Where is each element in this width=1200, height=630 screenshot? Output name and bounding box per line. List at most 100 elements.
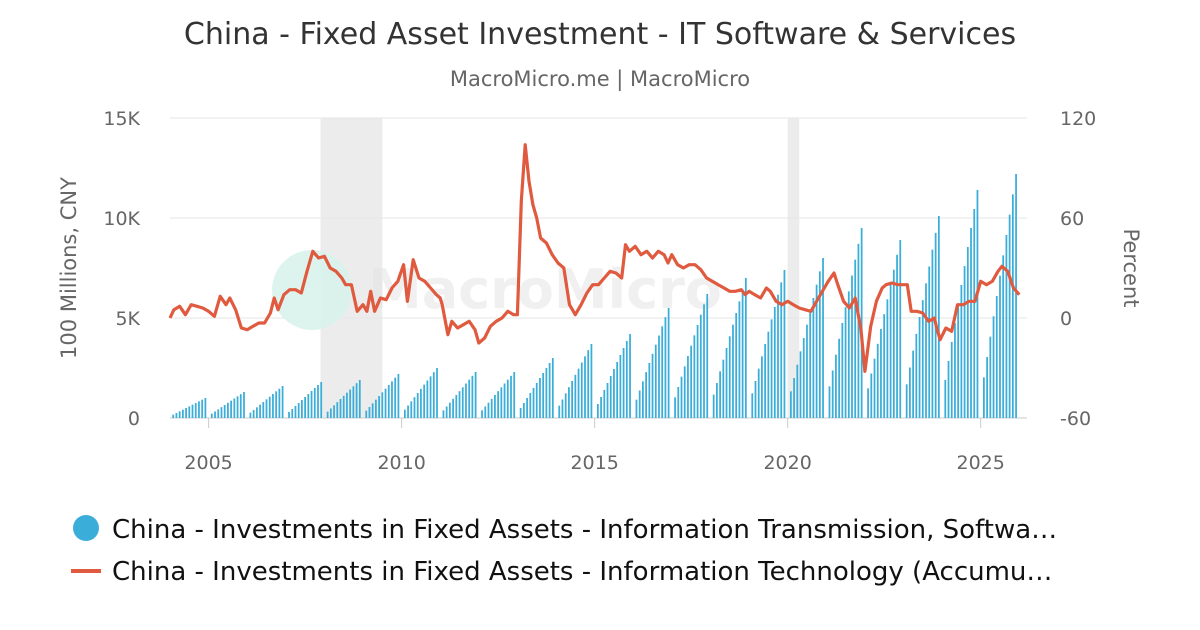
bar [648,363,651,418]
legend-item-line[interactable]: China - Investments in Fixed Assets - In… [112,557,1052,587]
bar [275,391,278,418]
bar [722,359,725,418]
bar [761,356,763,418]
bar [674,397,676,418]
bar [201,399,204,418]
bar [465,383,467,418]
bar [391,381,393,418]
bar [944,380,947,418]
bar [622,348,625,418]
bar [658,335,660,418]
bar [896,254,898,418]
bar [577,368,580,418]
line-series [168,143,1021,373]
bar [860,228,863,418]
left-tick-label: 10K [103,208,140,230]
bar [426,380,429,418]
bar-series [172,174,1017,418]
bar [664,317,667,418]
bar [378,396,380,418]
bar [420,388,422,418]
bar [715,383,718,418]
right-tick-label: 60 [1060,208,1084,230]
bar [394,377,397,418]
bar [883,314,886,418]
bar [445,406,448,418]
x-tick-label: 2025 [956,452,1004,474]
bar [699,314,702,418]
bar [249,412,252,418]
bar [487,402,490,418]
bar [1011,194,1014,418]
bar [442,410,445,418]
legend-item-bars[interactable]: China - Investments in Fixed Assets - In… [112,515,1057,545]
bar [921,300,924,418]
bar [529,393,532,418]
bar [667,308,670,418]
x-tick-label: 2020 [763,452,811,474]
bar [358,380,361,418]
right-axis-title: Percent [1119,228,1143,307]
bar [970,228,972,418]
bar [789,391,792,418]
bar [233,398,236,418]
bar [185,408,187,418]
bar [838,338,841,418]
bar [291,409,294,418]
bar [519,408,522,418]
bar [629,334,631,418]
bar [744,278,747,418]
legend-marker-bars [73,515,99,541]
bar [564,393,567,418]
bar [876,343,879,418]
bar [188,406,191,418]
bar [600,397,602,418]
bar [925,283,927,418]
bar [490,398,493,418]
bar [867,388,869,418]
left-tick-label: 15K [103,108,140,130]
bar [500,387,503,418]
bar [423,384,426,418]
watermark-logo [272,250,352,330]
bar [436,368,438,418]
bar [777,294,779,418]
bar [625,341,628,418]
bar [259,404,261,418]
bar [272,394,274,418]
bar [886,299,889,418]
bar [609,376,612,418]
bar [677,387,680,418]
bar [683,366,686,418]
bar [587,350,590,418]
bar [539,378,541,418]
bar [262,402,265,418]
bar [999,275,1001,418]
bar [960,285,963,418]
bar [954,323,956,418]
bar [571,381,574,418]
bar [815,284,818,418]
bar [365,410,368,418]
bar [889,284,892,418]
bar [255,407,258,418]
bar [243,392,245,418]
bar [590,344,593,418]
bar [532,388,535,418]
bar [937,216,940,418]
bar [236,396,239,418]
bar [217,409,220,418]
bar [307,394,310,418]
bar [172,414,175,418]
bar [410,401,413,418]
bar [783,270,786,418]
bar [494,395,496,418]
right-axis-ticks: -60 0 60 120 [1060,108,1096,430]
bar [497,391,500,418]
bar [349,389,352,418]
bar [847,291,850,418]
bar [796,364,799,418]
bar [461,387,464,418]
bar [568,387,570,418]
